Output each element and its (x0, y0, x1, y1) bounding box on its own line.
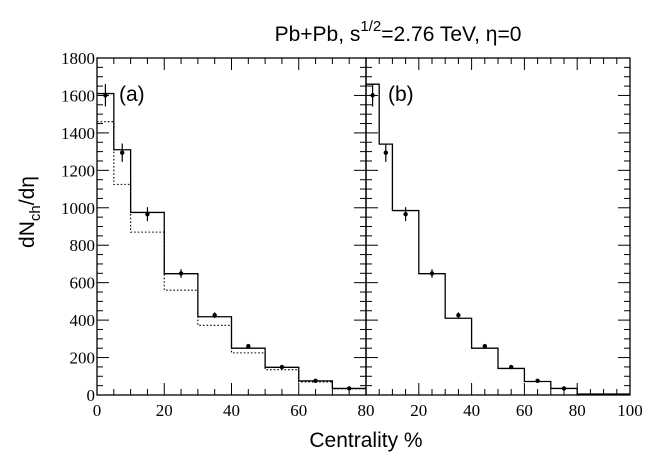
chart-title-prefix: Pb+Pb, s (275, 23, 361, 46)
data-point (561, 386, 567, 391)
data-point (346, 386, 352, 391)
y-axis-title: dNch/dη (16, 176, 44, 248)
data-point (246, 343, 251, 349)
x-tick-label: 20 (410, 401, 427, 420)
x-tick-label: 20 (156, 401, 173, 420)
data-point (456, 313, 461, 318)
data-point (383, 150, 388, 155)
data-point (103, 93, 108, 98)
x-tick-label: 80 (358, 401, 375, 420)
chart-title-superscript: 1/2 (360, 18, 381, 35)
y-tick-label: 400 (70, 311, 96, 330)
data-point (535, 378, 540, 383)
x-tick-label: 40 (223, 401, 240, 420)
panel-label: (b) (388, 83, 414, 106)
data-point (120, 150, 125, 155)
data-point (145, 211, 150, 217)
x-tick-label: 60 (290, 401, 307, 420)
chart-title-suffix: =2.76 TeV, η=0 (381, 23, 521, 46)
step-series-dotted (97, 121, 366, 390)
y-tick-label: 600 (70, 274, 96, 293)
x-tick-label: 100 (617, 401, 643, 420)
y-tick-label: 1600 (61, 86, 95, 105)
x-tick-label: 80 (569, 401, 586, 420)
data-point (370, 93, 375, 98)
y-tick-label: 0 (87, 386, 96, 405)
data-point (403, 211, 408, 217)
y-tick-label: 1000 (61, 199, 95, 218)
panel-label: (a) (119, 83, 145, 106)
y-tick-label: 1200 (61, 161, 95, 180)
y-axis-title-main: dN (16, 221, 39, 248)
data-point (212, 313, 217, 318)
panel-b: 20 40 60 80 100 (b) (365, 57, 643, 420)
panel-a: 0 200 400 600 800 1000 1200 1400 1600 1800 0 20 40 60… (61, 49, 375, 420)
y-axis-title-subscript: ch (27, 205, 44, 221)
y-tick-label: 1800 (61, 49, 95, 68)
y-tick-label: 1400 (61, 124, 95, 143)
data-point (279, 364, 285, 370)
x-axis-title: Centrality % (309, 429, 422, 452)
y-axis-title-tail: /dη (16, 176, 39, 205)
y-tick-label: 200 (70, 349, 96, 368)
chart-title: Pb+Pb, s1/2=2.76 TeV, η=0 (275, 18, 522, 46)
data-point (313, 378, 318, 383)
data-point (509, 364, 514, 370)
data-point (178, 271, 184, 276)
data-point (429, 271, 435, 276)
x-tick-label: 0 (93, 401, 102, 420)
step-series-solid (366, 83, 630, 395)
x-tick-label: 40 (463, 401, 480, 420)
y-tick-label: 800 (70, 236, 96, 255)
data-point (482, 343, 487, 349)
plot-frame (365, 57, 631, 396)
x-tick-label: 60 (516, 401, 533, 420)
